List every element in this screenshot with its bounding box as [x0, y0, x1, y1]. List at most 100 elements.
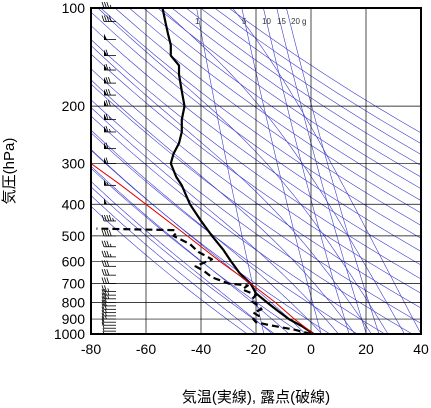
wind-barb — [104, 33, 116, 40]
y-axis-title: 気圧(hPa) — [1, 138, 18, 205]
temperature-line — [161, 8, 315, 334]
y-tick-label: 900 — [62, 311, 86, 327]
wind-barb-flag — [104, 113, 107, 120]
wind-barb-full — [105, 157, 109, 164]
wind-barb-flag — [104, 77, 107, 84]
wind-barb — [104, 179, 116, 186]
wind-barb-full — [101, 316, 105, 323]
wind-barb-flag — [104, 33, 107, 40]
wind-barb-full — [101, 269, 105, 276]
wind-barb — [101, 292, 116, 300]
dry-adiabat-line — [91, 167, 303, 334]
wind-barb-half — [105, 309, 107, 313]
wind-barb-full — [101, 303, 105, 310]
wind-barb-full — [104, 303, 107, 310]
wind-barb-flag — [104, 157, 107, 164]
wind-barb-full — [101, 229, 105, 236]
wind-barb — [104, 49, 116, 57]
wind-barb-full — [106, 260, 110, 267]
wind-barb-full — [101, 312, 105, 320]
wind-barb-full — [101, 299, 105, 307]
wind-barb — [104, 100, 116, 107]
wind-barb — [101, 250, 116, 258]
x-tick-label: -20 — [246, 341, 266, 357]
wind-barb-full — [101, 240, 105, 247]
wind-barb-full — [101, 306, 105, 313]
wind-barb-full — [105, 88, 109, 96]
wind-barb — [104, 198, 116, 205]
wind-barb-flag — [104, 179, 107, 186]
moist-adiabat-line — [97, 8, 389, 334]
wind-barb-full — [104, 260, 107, 267]
mixing-ratio-label: 20 — [291, 17, 300, 26]
wind-barb — [101, 316, 116, 323]
y-tick-label: 800 — [62, 294, 86, 310]
mixing-ratio-label: g — [302, 17, 306, 26]
wind-barb-full — [108, 229, 112, 236]
dry-adiabat-line — [100, 8, 421, 239]
wind-barb — [101, 269, 116, 276]
moist-adiabat-line — [232, 8, 421, 334]
wind-barb-full — [104, 214, 107, 222]
dry-adiabat-line — [143, 8, 421, 201]
wind-barb — [101, 15, 116, 22]
wind-barb-half — [105, 312, 107, 317]
moist-adiabat-line — [91, 180, 273, 334]
wind-barb-full — [106, 229, 110, 236]
wind-barb — [101, 240, 116, 248]
wind-barb-full — [108, 100, 111, 107]
dry-adiabat-line — [200, 8, 421, 155]
wind-barb — [101, 296, 116, 303]
mixing-ratio-line — [241, 8, 322, 334]
wind-barb-full — [104, 277, 107, 284]
wind-barb-full — [101, 309, 105, 317]
y-tick-label: 1000 — [54, 326, 85, 342]
y-tick-label: 300 — [62, 156, 86, 172]
wind-barb-full — [105, 125, 109, 133]
wind-barb-half — [109, 243, 112, 247]
dry-adiabat-line — [171, 8, 421, 178]
wind-barb-full — [104, 15, 107, 22]
wind-barb — [101, 277, 116, 284]
wind-barb-full — [105, 113, 109, 120]
wind-barb — [101, 229, 116, 237]
wind-barb — [102, 328, 116, 332]
wind-barb-full — [105, 76, 109, 84]
wind-barb-full — [108, 76, 111, 84]
wind-barb-flag — [104, 125, 107, 132]
dry-adiabat-line — [91, 11, 421, 252]
dry-adiabat-line — [91, 149, 330, 334]
dry-adiabat-line — [91, 186, 275, 334]
wind-barb — [101, 319, 116, 326]
wind-barb — [101, 285, 116, 292]
y-tick-label: 700 — [62, 276, 86, 292]
wind-barb-full — [108, 15, 112, 22]
dry-adiabat-line — [91, 83, 421, 324]
dry-adiabat-line — [214, 8, 421, 144]
y-tick-label: 100 — [62, 0, 86, 16]
mixing-ratio-label: 10 — [262, 17, 271, 26]
wind-barb-full — [104, 240, 107, 247]
mixing-ratio-label: 5 — [242, 17, 247, 26]
wind-barb — [101, 303, 116, 310]
x-tick-label: 40 — [413, 341, 429, 357]
mixing-ratio-line — [286, 8, 380, 334]
wind-barb-half — [102, 328, 105, 332]
wind-barb-full — [101, 285, 105, 292]
mixing-ratio-labels: 1 5 10 15 20 g — [195, 17, 306, 26]
wind-barb-full — [106, 269, 110, 276]
wind-barb-full — [108, 214, 112, 222]
wind-barb-full — [101, 289, 105, 296]
y-tick-label: 200 — [62, 98, 86, 114]
x-tick-label: 0 — [307, 341, 315, 357]
y-tick-label: 500 — [62, 228, 86, 244]
wind-barb-full — [108, 88, 111, 96]
wind-barb-full — [101, 277, 105, 284]
parcel-line — [91, 163, 315, 334]
wind-barb-full — [101, 319, 105, 326]
wind-barb-full — [101, 15, 105, 22]
y-tick-label: 400 — [62, 196, 86, 212]
moist-adiabat-line — [91, 79, 356, 334]
wind-barb — [101, 312, 116, 320]
wind-barb-full — [101, 292, 105, 299]
